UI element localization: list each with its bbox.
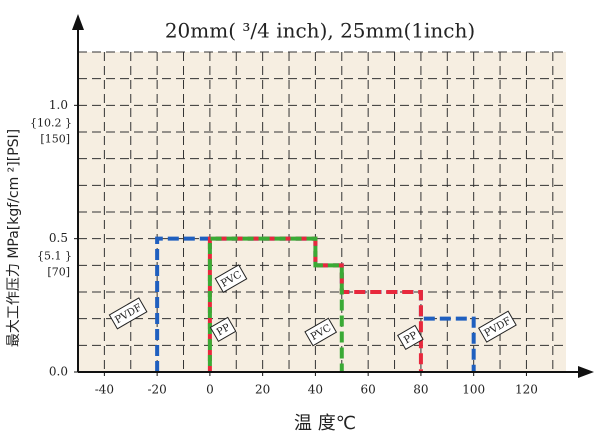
y-tick-kgf: {10.2 } — [30, 116, 72, 129]
series-line — [207, 236, 423, 372]
x-tick-label: 60 — [361, 383, 376, 397]
x-tick-label: 80 — [413, 383, 428, 397]
tag-box — [304, 317, 338, 347]
y-tick-label: 1.0 — [49, 98, 68, 112]
y-tick-label: 0.5 — [49, 231, 68, 245]
x-tick-label: 100 — [462, 383, 485, 397]
y-tick-label: 0.0 — [49, 365, 68, 379]
series-tag: PP — [397, 324, 424, 350]
tag-box — [214, 264, 248, 294]
chart-title: 20mm( ³/4 inch), 25mm(1inch) — [165, 19, 475, 43]
x-tick-label: 120 — [515, 383, 538, 397]
x-tick-label: 20 — [255, 383, 270, 397]
x-axis-label: 温 度℃ — [294, 413, 356, 434]
x-tick-label: -40 — [95, 383, 114, 397]
series-tag: PVDF — [108, 297, 148, 330]
x-arrow — [578, 366, 594, 378]
lines — [155, 236, 476, 372]
y-tick-psi: [70] — [47, 266, 70, 279]
tag-box — [209, 316, 237, 342]
tag-box — [478, 310, 517, 343]
series-tag: PP — [209, 316, 237, 342]
y-tick-kgf: {5.1 } — [37, 250, 72, 263]
y-axis-label: 最大工作压力 MPa[kgf/cm ²][PSI] — [6, 129, 22, 347]
y-tick-psi: [150] — [40, 132, 70, 145]
x-tick-label: -20 — [147, 383, 166, 397]
x-tick-label: 0 — [206, 383, 214, 397]
x-tick-label: 40 — [308, 383, 323, 397]
series-line — [207, 236, 344, 372]
tag-box — [397, 324, 424, 350]
tag-box — [108, 297, 148, 330]
y-arrow — [72, 14, 84, 30]
